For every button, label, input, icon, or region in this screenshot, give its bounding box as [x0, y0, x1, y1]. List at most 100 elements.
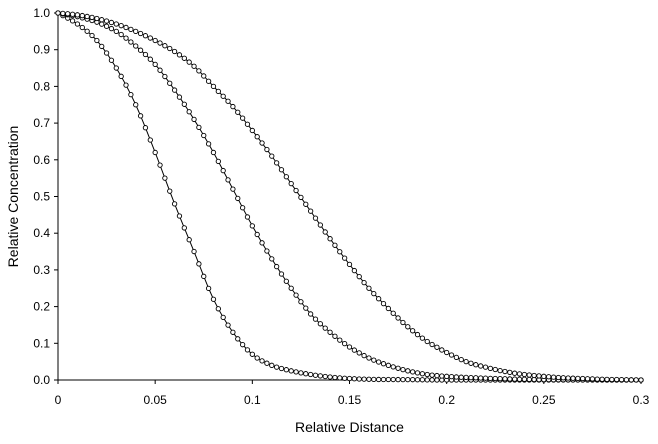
- data-point: [186, 109, 192, 115]
- data-point: [278, 167, 285, 173]
- data-point: [128, 26, 134, 32]
- y-tick-label: 0.4: [33, 226, 50, 240]
- x-tick-label: 0.15: [338, 393, 362, 407]
- data-point: [254, 231, 260, 238]
- data-point: [230, 329, 236, 335]
- data-point: [133, 43, 139, 49]
- data-point: [89, 32, 95, 39]
- data-point: [414, 370, 421, 376]
- data-point: [424, 338, 430, 345]
- series-1-line: [57, 12, 641, 381]
- data-point: [123, 35, 129, 41]
- data-point: [405, 324, 411, 330]
- data-point: [458, 357, 464, 363]
- data-point: [244, 214, 251, 220]
- data-point: [536, 373, 542, 379]
- x-tick-label: 0: [55, 393, 62, 407]
- data-point: [103, 23, 110, 29]
- data-point: [108, 25, 115, 32]
- data-point: [235, 195, 241, 202]
- data-point: [400, 319, 406, 326]
- data-point: [385, 305, 392, 312]
- data-point: [264, 146, 270, 153]
- data-point: [167, 188, 173, 194]
- data-point: [162, 43, 168, 49]
- data-point: [507, 369, 513, 376]
- data-point: [341, 255, 348, 261]
- data-point: [395, 376, 401, 383]
- data-point: [157, 162, 163, 168]
- data-point: [283, 174, 289, 180]
- data-point: [633, 377, 639, 383]
- data-point: [327, 374, 333, 380]
- data-point: [473, 375, 479, 381]
- data-point: [380, 300, 387, 307]
- data-point: [205, 78, 212, 84]
- series-1: [55, 10, 644, 383]
- data-point: [225, 98, 231, 104]
- data-point: [152, 37, 158, 44]
- data-point: [191, 116, 197, 123]
- data-point: [361, 376, 367, 382]
- data-point: [69, 18, 76, 24]
- data-point: [142, 51, 149, 58]
- data-point: [516, 371, 523, 377]
- data-point: [74, 12, 81, 18]
- data-point: [235, 109, 241, 115]
- data-point: [225, 177, 231, 183]
- data-point: [113, 65, 119, 71]
- data-point: [137, 113, 144, 119]
- data-point: [210, 296, 217, 302]
- data-point: [230, 186, 236, 192]
- data-point: [103, 18, 110, 24]
- data-point: [201, 73, 207, 79]
- data-point: [239, 115, 246, 121]
- data-point: [322, 325, 328, 331]
- data-point: [628, 377, 634, 383]
- data-point: [273, 364, 280, 370]
- data-point: [463, 358, 469, 365]
- data-point: [196, 68, 202, 74]
- data-point: [220, 314, 226, 321]
- data-point: [356, 274, 362, 280]
- data-point: [128, 39, 134, 45]
- data-point: [439, 373, 445, 379]
- data-point: [99, 21, 105, 27]
- data-point: [113, 28, 119, 34]
- data-point: [123, 24, 129, 31]
- data-point: [123, 82, 129, 88]
- data-point: [312, 316, 319, 322]
- data-point: [249, 223, 255, 229]
- data-point: [512, 370, 518, 376]
- data-point: [312, 372, 319, 378]
- data-point: [580, 375, 586, 382]
- data-point: [186, 237, 192, 243]
- data-point: [410, 377, 416, 383]
- data-point: [322, 373, 328, 380]
- data-point: [312, 215, 319, 221]
- data-point: [497, 376, 503, 382]
- data-point: [307, 208, 314, 214]
- data-point: [225, 322, 231, 328]
- data-point: [162, 175, 168, 181]
- data-point: [167, 45, 173, 52]
- data-point: [264, 248, 270, 254]
- data-point: [366, 376, 372, 382]
- data-point: [473, 362, 479, 368]
- data-point: [419, 371, 426, 377]
- x-tick-label: 0.25: [532, 393, 556, 407]
- data-point: [103, 50, 110, 56]
- data-point: [463, 374, 469, 381]
- x-tick-label: 0.05: [143, 393, 167, 407]
- data-point: [220, 93, 226, 99]
- data-point: [288, 285, 294, 291]
- data-point: [492, 375, 498, 382]
- data-point: [186, 59, 192, 65]
- data-point: [176, 94, 183, 100]
- data-point: [99, 17, 105, 23]
- data-point: [560, 375, 566, 381]
- data-point: [380, 376, 387, 383]
- data-point: [434, 372, 440, 379]
- data-point: [341, 375, 348, 381]
- data-point: [317, 373, 323, 379]
